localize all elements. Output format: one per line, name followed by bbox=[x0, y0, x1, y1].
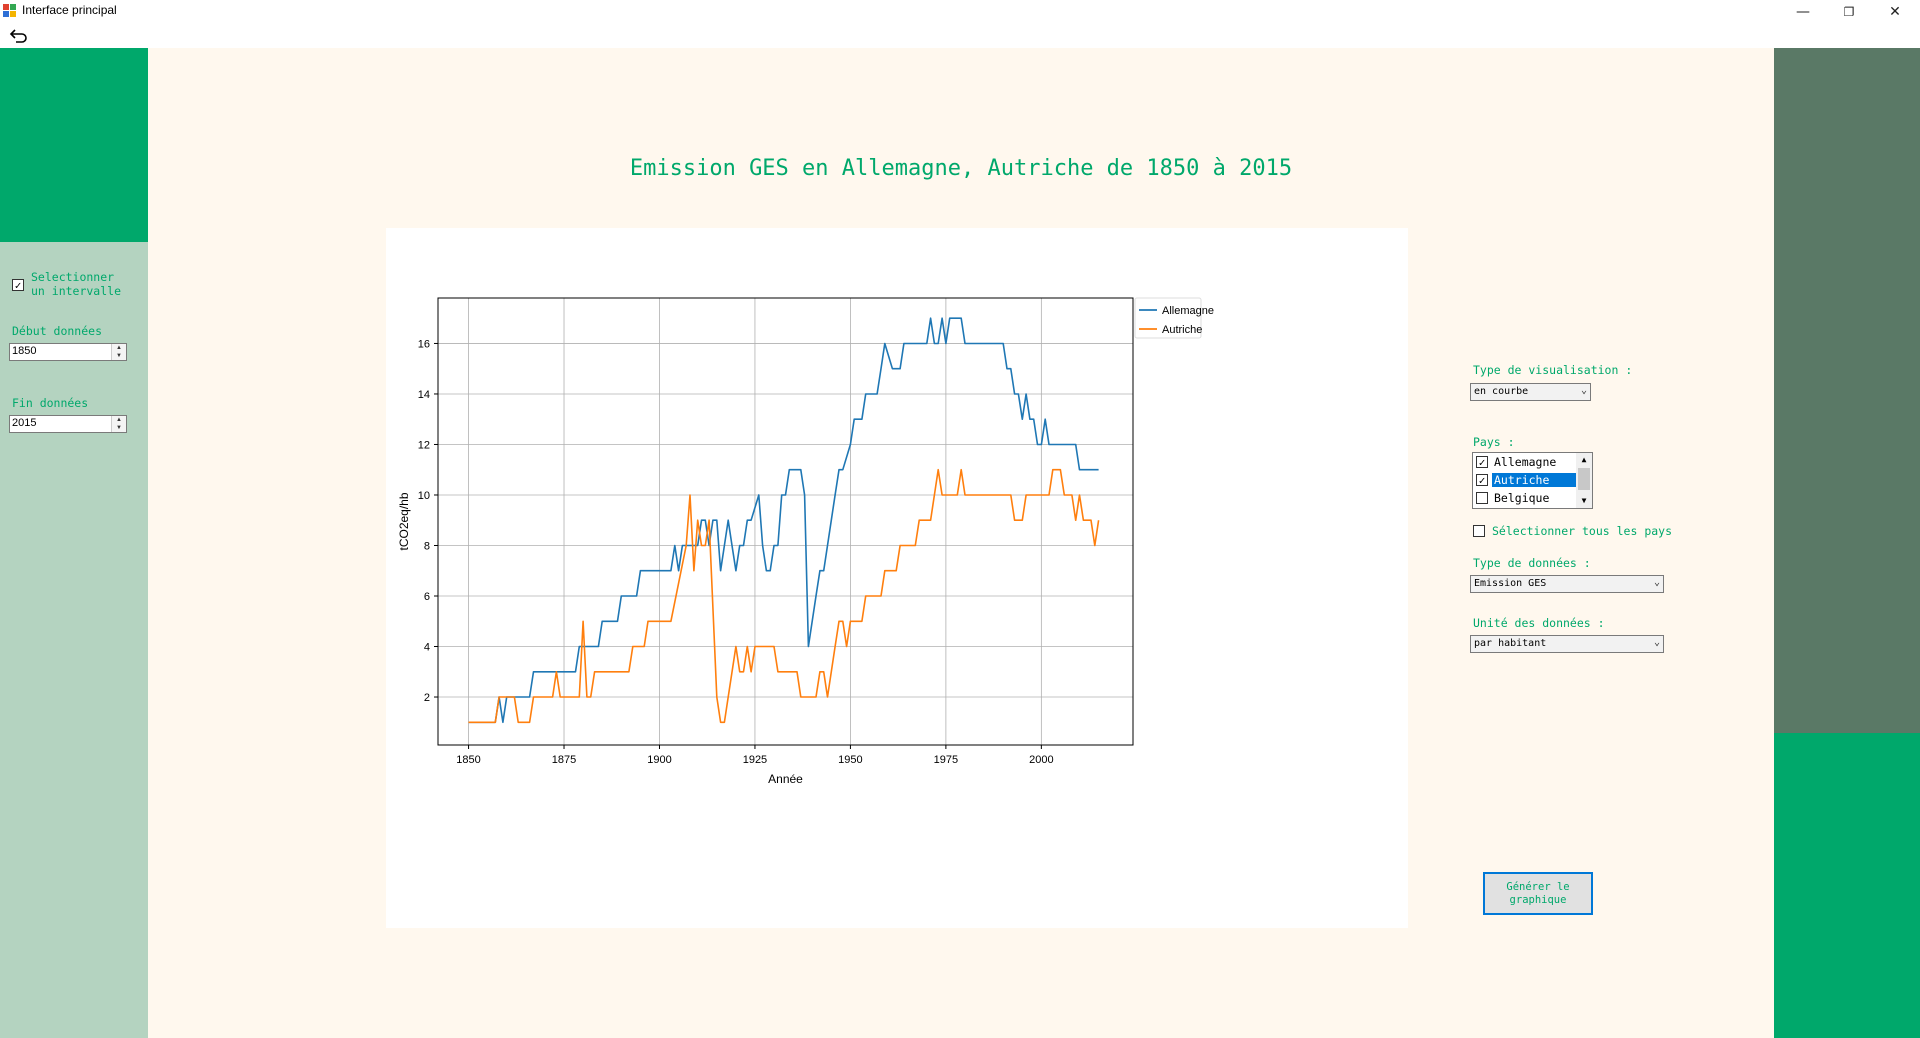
chart-ticks: 1850 1875 1900 1925 1950 1975 2000 2 4 6 8 10 12 14 16 bbox=[418, 338, 1054, 766]
legend-label: Allemagne bbox=[1162, 305, 1214, 317]
right-accent-panel-top bbox=[1774, 48, 1920, 733]
chevron-down-icon: ⌄ bbox=[1580, 385, 1587, 396]
start-year-value: 1850 bbox=[12, 345, 37, 357]
chart-legend: Allemagne Autriche bbox=[1134, 297, 1214, 339]
x-tick-label: 1975 bbox=[934, 754, 958, 766]
chevron-down-icon: ⌄ bbox=[1653, 577, 1660, 588]
country-label: Autriche bbox=[1492, 473, 1576, 487]
x-tick-label: 2000 bbox=[1029, 754, 1053, 766]
country-item-allemagne[interactable]: ✓ Allemagne bbox=[1475, 454, 1576, 471]
country-checkbox[interactable] bbox=[1476, 492, 1488, 504]
x-axis-label: Année bbox=[768, 772, 803, 786]
y-tick-label: 8 bbox=[424, 540, 430, 552]
generate-label-line2: graphique bbox=[1509, 893, 1567, 906]
toolbar bbox=[0, 23, 1920, 49]
country-label: Allemagne bbox=[1494, 455, 1557, 469]
scroll-up-icon[interactable]: ▲ bbox=[1581, 455, 1587, 464]
country-item-belgique[interactable]: Belgique bbox=[1475, 490, 1576, 507]
window-title: Interface principal bbox=[22, 3, 117, 17]
end-year-input[interactable]: 2015 ▲ ▼ bbox=[9, 415, 127, 433]
close-button[interactable]: ✕ bbox=[1889, 3, 1901, 20]
app-icon bbox=[3, 4, 17, 18]
chart-grid bbox=[438, 298, 1133, 745]
y-tick-label: 10 bbox=[418, 490, 430, 502]
end-year-value: 2015 bbox=[12, 417, 37, 429]
start-year-stepper[interactable]: ▲ ▼ bbox=[111, 344, 126, 360]
start-year-input[interactable]: 1850 ▲ ▼ bbox=[9, 343, 127, 361]
listbox-scrollbar[interactable]: ▲ ▼ bbox=[1576, 453, 1592, 508]
y-tick-label: 6 bbox=[424, 591, 430, 603]
y-tick-label: 12 bbox=[418, 439, 430, 451]
select-all-checkbox[interactable] bbox=[1473, 525, 1485, 537]
country-checkbox[interactable]: ✓ bbox=[1476, 456, 1488, 469]
x-tick-label: 1875 bbox=[552, 754, 576, 766]
generate-button[interactable]: Générer le graphique bbox=[1483, 872, 1593, 915]
data-type-value: Emission GES bbox=[1474, 578, 1547, 589]
generate-label-line1: Générer le bbox=[1506, 880, 1570, 893]
x-tick-label: 1925 bbox=[743, 754, 767, 766]
plot-frame bbox=[437, 297, 1134, 746]
unit-select[interactable]: par habitant ⌄ bbox=[1470, 635, 1664, 653]
chevron-down-icon: ⌄ bbox=[1653, 637, 1660, 648]
maximize-button[interactable]: ❐ bbox=[1843, 4, 1855, 19]
back-arrow-icon bbox=[9, 29, 27, 43]
unit-label: Unité des données : bbox=[1473, 616, 1605, 630]
country-item-autriche[interactable]: ✓ Autriche bbox=[1475, 472, 1576, 489]
y-tick-label: 2 bbox=[424, 692, 430, 704]
vis-type-label: Type de visualisation : bbox=[1473, 363, 1633, 377]
left-panel: ✓ Selectionner un intervalle Début donné… bbox=[0, 242, 148, 1038]
unit-value: par habitant bbox=[1474, 638, 1547, 649]
country-checkbox[interactable]: ✓ bbox=[1476, 474, 1488, 487]
series-line-allemagne bbox=[468, 317, 1099, 724]
countries-label: Pays : bbox=[1473, 435, 1515, 449]
scroll-down-icon[interactable]: ▼ bbox=[1581, 496, 1587, 505]
series-line-autriche bbox=[468, 468, 1100, 724]
legend-box bbox=[1134, 297, 1202, 339]
end-label: Fin données bbox=[12, 396, 89, 410]
interval-label: Selectionner un intervalle bbox=[31, 270, 122, 298]
window-titlebar: Interface principal — ❐ ✕ bbox=[0, 0, 1920, 23]
x-tick-label: 1950 bbox=[838, 754, 862, 766]
x-tick-label: 1900 bbox=[647, 754, 671, 766]
y-tick-label: 14 bbox=[418, 389, 430, 401]
back-button[interactable] bbox=[8, 26, 32, 44]
right-accent-panel-bottom bbox=[1774, 733, 1920, 1038]
legend-label: Autriche bbox=[1162, 324, 1202, 336]
chart-lines bbox=[468, 317, 1100, 724]
start-label: Début données bbox=[12, 324, 103, 338]
x-tick-label: 1850 bbox=[456, 754, 480, 766]
interval-checkbox[interactable]: ✓ bbox=[12, 279, 24, 292]
scrollbar-thumb[interactable] bbox=[1578, 468, 1590, 490]
y-axis-label: tCO2eq/hb bbox=[397, 492, 411, 550]
data-type-select[interactable]: Emission GES ⌄ bbox=[1470, 575, 1664, 593]
minimize-button[interactable]: — bbox=[1796, 3, 1810, 20]
country-label: Belgique bbox=[1494, 491, 1550, 505]
left-accent-panel bbox=[0, 48, 148, 242]
data-type-label: Type de données : bbox=[1473, 556, 1591, 570]
end-year-stepper[interactable]: ▲ ▼ bbox=[111, 416, 126, 432]
y-tick-label: 4 bbox=[424, 642, 430, 654]
page-title: Emission GES en Allemagne, Autriche de 1… bbox=[629, 156, 1293, 181]
chart: 1850 1875 1900 1925 1950 1975 2000 2 4 6 8 10 12 14 16… bbox=[397, 297, 1214, 786]
vis-type-select[interactable]: en courbe ⌄ bbox=[1470, 383, 1591, 401]
chart-container: 1850 1875 1900 1925 1950 1975 2000 2 4 6 8 10 12 14 16… bbox=[386, 228, 1408, 928]
y-tick-label: 16 bbox=[418, 338, 430, 350]
vis-type-value: en courbe bbox=[1474, 386, 1529, 397]
countries-listbox[interactable]: ✓ Allemagne ✓ Autriche Belgique ▲ ▼ bbox=[1472, 452, 1593, 509]
select-all-label: Sélectionner tous les pays bbox=[1492, 524, 1673, 538]
